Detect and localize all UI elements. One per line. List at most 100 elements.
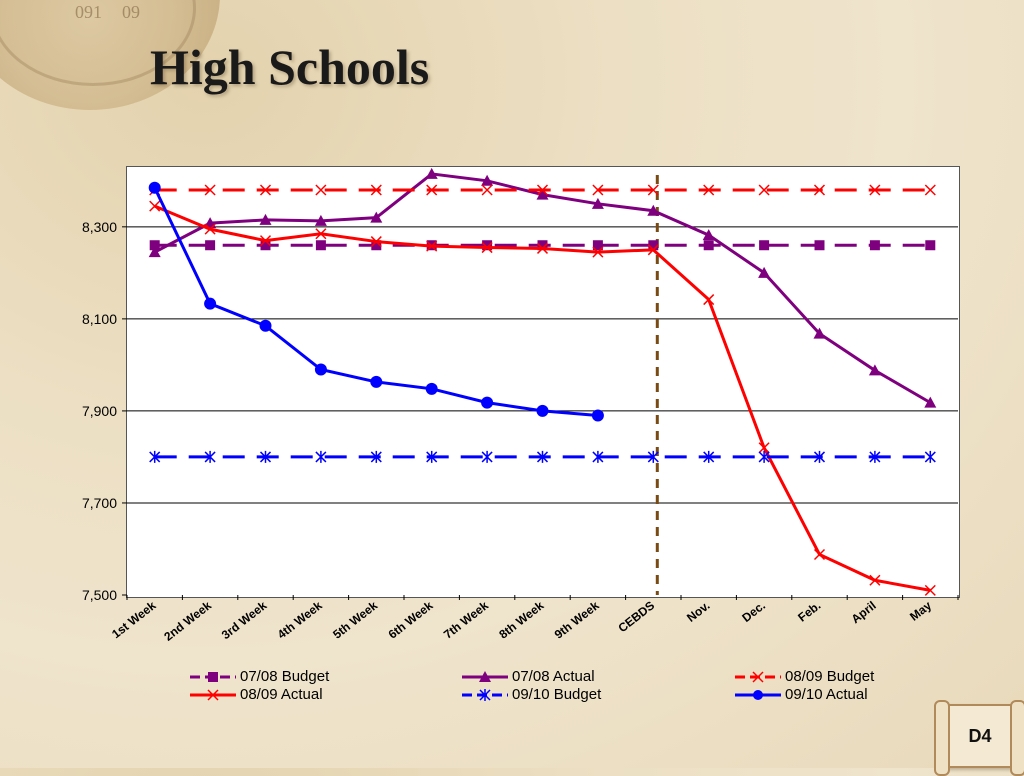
data-point-08-09-budget: [426, 184, 438, 196]
legend-label: 07/08 Actual: [512, 668, 595, 685]
slide-badge: D4: [934, 700, 1024, 776]
data-point-09-10-budget: [869, 450, 881, 463]
data-point-07-08-budget: [149, 240, 160, 251]
data-point-07-08-budget: [482, 240, 493, 251]
data-point-07-08-budget: [315, 240, 326, 251]
data-point-08-09-budget: [536, 184, 549, 196]
data-point-09-10-budget: [370, 450, 382, 463]
badge-label: D4: [968, 725, 992, 746]
data-point-08-09-actual: [758, 442, 770, 454]
x-tick-label: May: [907, 598, 934, 624]
legend-swatch: [735, 670, 781, 683]
data-point-09-10-actual: [204, 297, 217, 310]
x-tick-label: 3rd Week: [219, 598, 270, 642]
data-point-07-08-budget: [537, 240, 548, 251]
data-point-08-09-actual: [149, 200, 161, 212]
data-point-08-09-budget: [204, 184, 216, 196]
y-tick-label: 8,300: [82, 219, 117, 235]
legend-label: 07/08 Budget: [240, 668, 330, 685]
data-point-07-08-budget: [925, 240, 936, 251]
data-point-08-09-actual: [426, 240, 438, 252]
legend-swatch: [190, 671, 236, 682]
data-point-07-08-actual: [868, 364, 881, 376]
data-point-09-10-budget: [813, 450, 826, 463]
legend-swatch: [735, 689, 781, 700]
legend-swatch: [462, 688, 508, 701]
data-point-07-08-actual: [758, 266, 771, 278]
data-point-07-08-actual: [425, 167, 438, 179]
series-line-07-08-actual: [154, 172, 932, 404]
data-point-08-09-budget: [481, 184, 493, 196]
data-point-07-08-actual: [702, 229, 715, 241]
data-point-07-08-budget: [814, 240, 825, 251]
y-tick-label: 7,900: [82, 403, 117, 419]
legend-label: 09/10 Actual: [785, 686, 868, 703]
data-point-07-08-actual: [813, 327, 826, 339]
data-point-09-10-actual: [425, 382, 438, 395]
x-tick-label: 6th Week: [386, 598, 436, 642]
y-tick-label: 7,700: [82, 495, 117, 511]
x-tick-label: CEBDS: [615, 598, 657, 635]
data-point-09-10-actual: [314, 363, 327, 376]
data-point-07-08-actual: [591, 197, 604, 209]
legend-label: 09/10 Budget: [512, 686, 602, 703]
data-point-08-09-budget: [259, 184, 272, 196]
legend-item-07-08-actual: 07/08 Actual: [462, 668, 595, 685]
x-tick-label: 9th Week: [552, 598, 602, 642]
slide-title: High Schools: [150, 39, 430, 95]
data-point-07-08-budget: [205, 240, 216, 251]
data-point-07-08-actual: [647, 204, 660, 216]
series-line-08-09-actual: [154, 204, 931, 592]
data-point-08-09-budget: [647, 184, 659, 196]
data-point-09-10-budget: [703, 450, 715, 463]
x-tick-label: 2nd Week: [161, 598, 214, 644]
legend-label: 08/09 Actual: [240, 686, 323, 703]
legend-swatch: [190, 688, 236, 701]
compass-number: 091: [75, 2, 102, 22]
data-point-08-09-budget: [869, 184, 881, 196]
data-point-09-10-budget: [758, 450, 770, 463]
data-point-08-09-actual: [592, 246, 604, 258]
x-tick-label: Feb.: [795, 598, 823, 624]
data-point-09-10-actual: [536, 404, 549, 417]
x-tick-label: April: [849, 598, 879, 626]
data-point-08-09-budget: [370, 184, 382, 196]
x-tick-label: 4th Week: [275, 598, 325, 642]
data-point-08-09-actual: [703, 294, 715, 306]
data-point-08-09-actual: [259, 235, 272, 247]
data-point-07-08-actual: [370, 211, 383, 223]
data-point-08-09-actual: [924, 584, 936, 596]
data-point-08-09-actual: [647, 244, 659, 256]
legend-item-07-08-budget: 07/08 Budget: [190, 668, 329, 685]
x-tick-label: 5th Week: [330, 598, 380, 642]
x-tick-label: 1st Week: [109, 598, 159, 641]
data-point-08-09-budget: [315, 184, 327, 196]
y-tick-label: 8,100: [82, 311, 117, 327]
data-point-09-10-budget: [426, 450, 438, 463]
data-point-08-09-budget: [703, 184, 715, 196]
x-tick-label: 8th Week: [496, 598, 546, 642]
x-tick-label: Nov.: [684, 598, 712, 625]
data-point-08-09-budget: [758, 184, 770, 196]
data-point-07-08-budget: [648, 240, 659, 251]
x-tick-label: Dec.: [739, 598, 768, 625]
data-point-09-10-actual: [591, 409, 604, 422]
data-point-07-08-budget: [592, 240, 603, 251]
chart-legend: 07/08 Budget 07/08 Actual 08/09 Budget 08/0…: [190, 668, 950, 708]
data-point-09-10-actual: [370, 375, 383, 388]
legend-label: 08/09 Budget: [785, 668, 875, 685]
data-point-09-10-budget: [315, 450, 327, 463]
data-point-09-10-budget: [149, 450, 161, 463]
data-point-09-10-actual: [481, 396, 494, 409]
data-point-09-10-budget: [481, 450, 493, 463]
data-point-09-10-budget: [259, 450, 272, 463]
data-point-08-09-actual: [536, 242, 549, 254]
legend-swatch: [462, 670, 508, 682]
data-point-07-08-actual: [924, 396, 937, 408]
data-point-07-08-actual: [148, 246, 161, 258]
data-point-07-08-actual: [536, 188, 549, 200]
data-point-07-08-budget: [260, 240, 271, 251]
data-point-08-09-budget: [592, 184, 604, 196]
data-point-07-08-budget: [371, 240, 382, 251]
